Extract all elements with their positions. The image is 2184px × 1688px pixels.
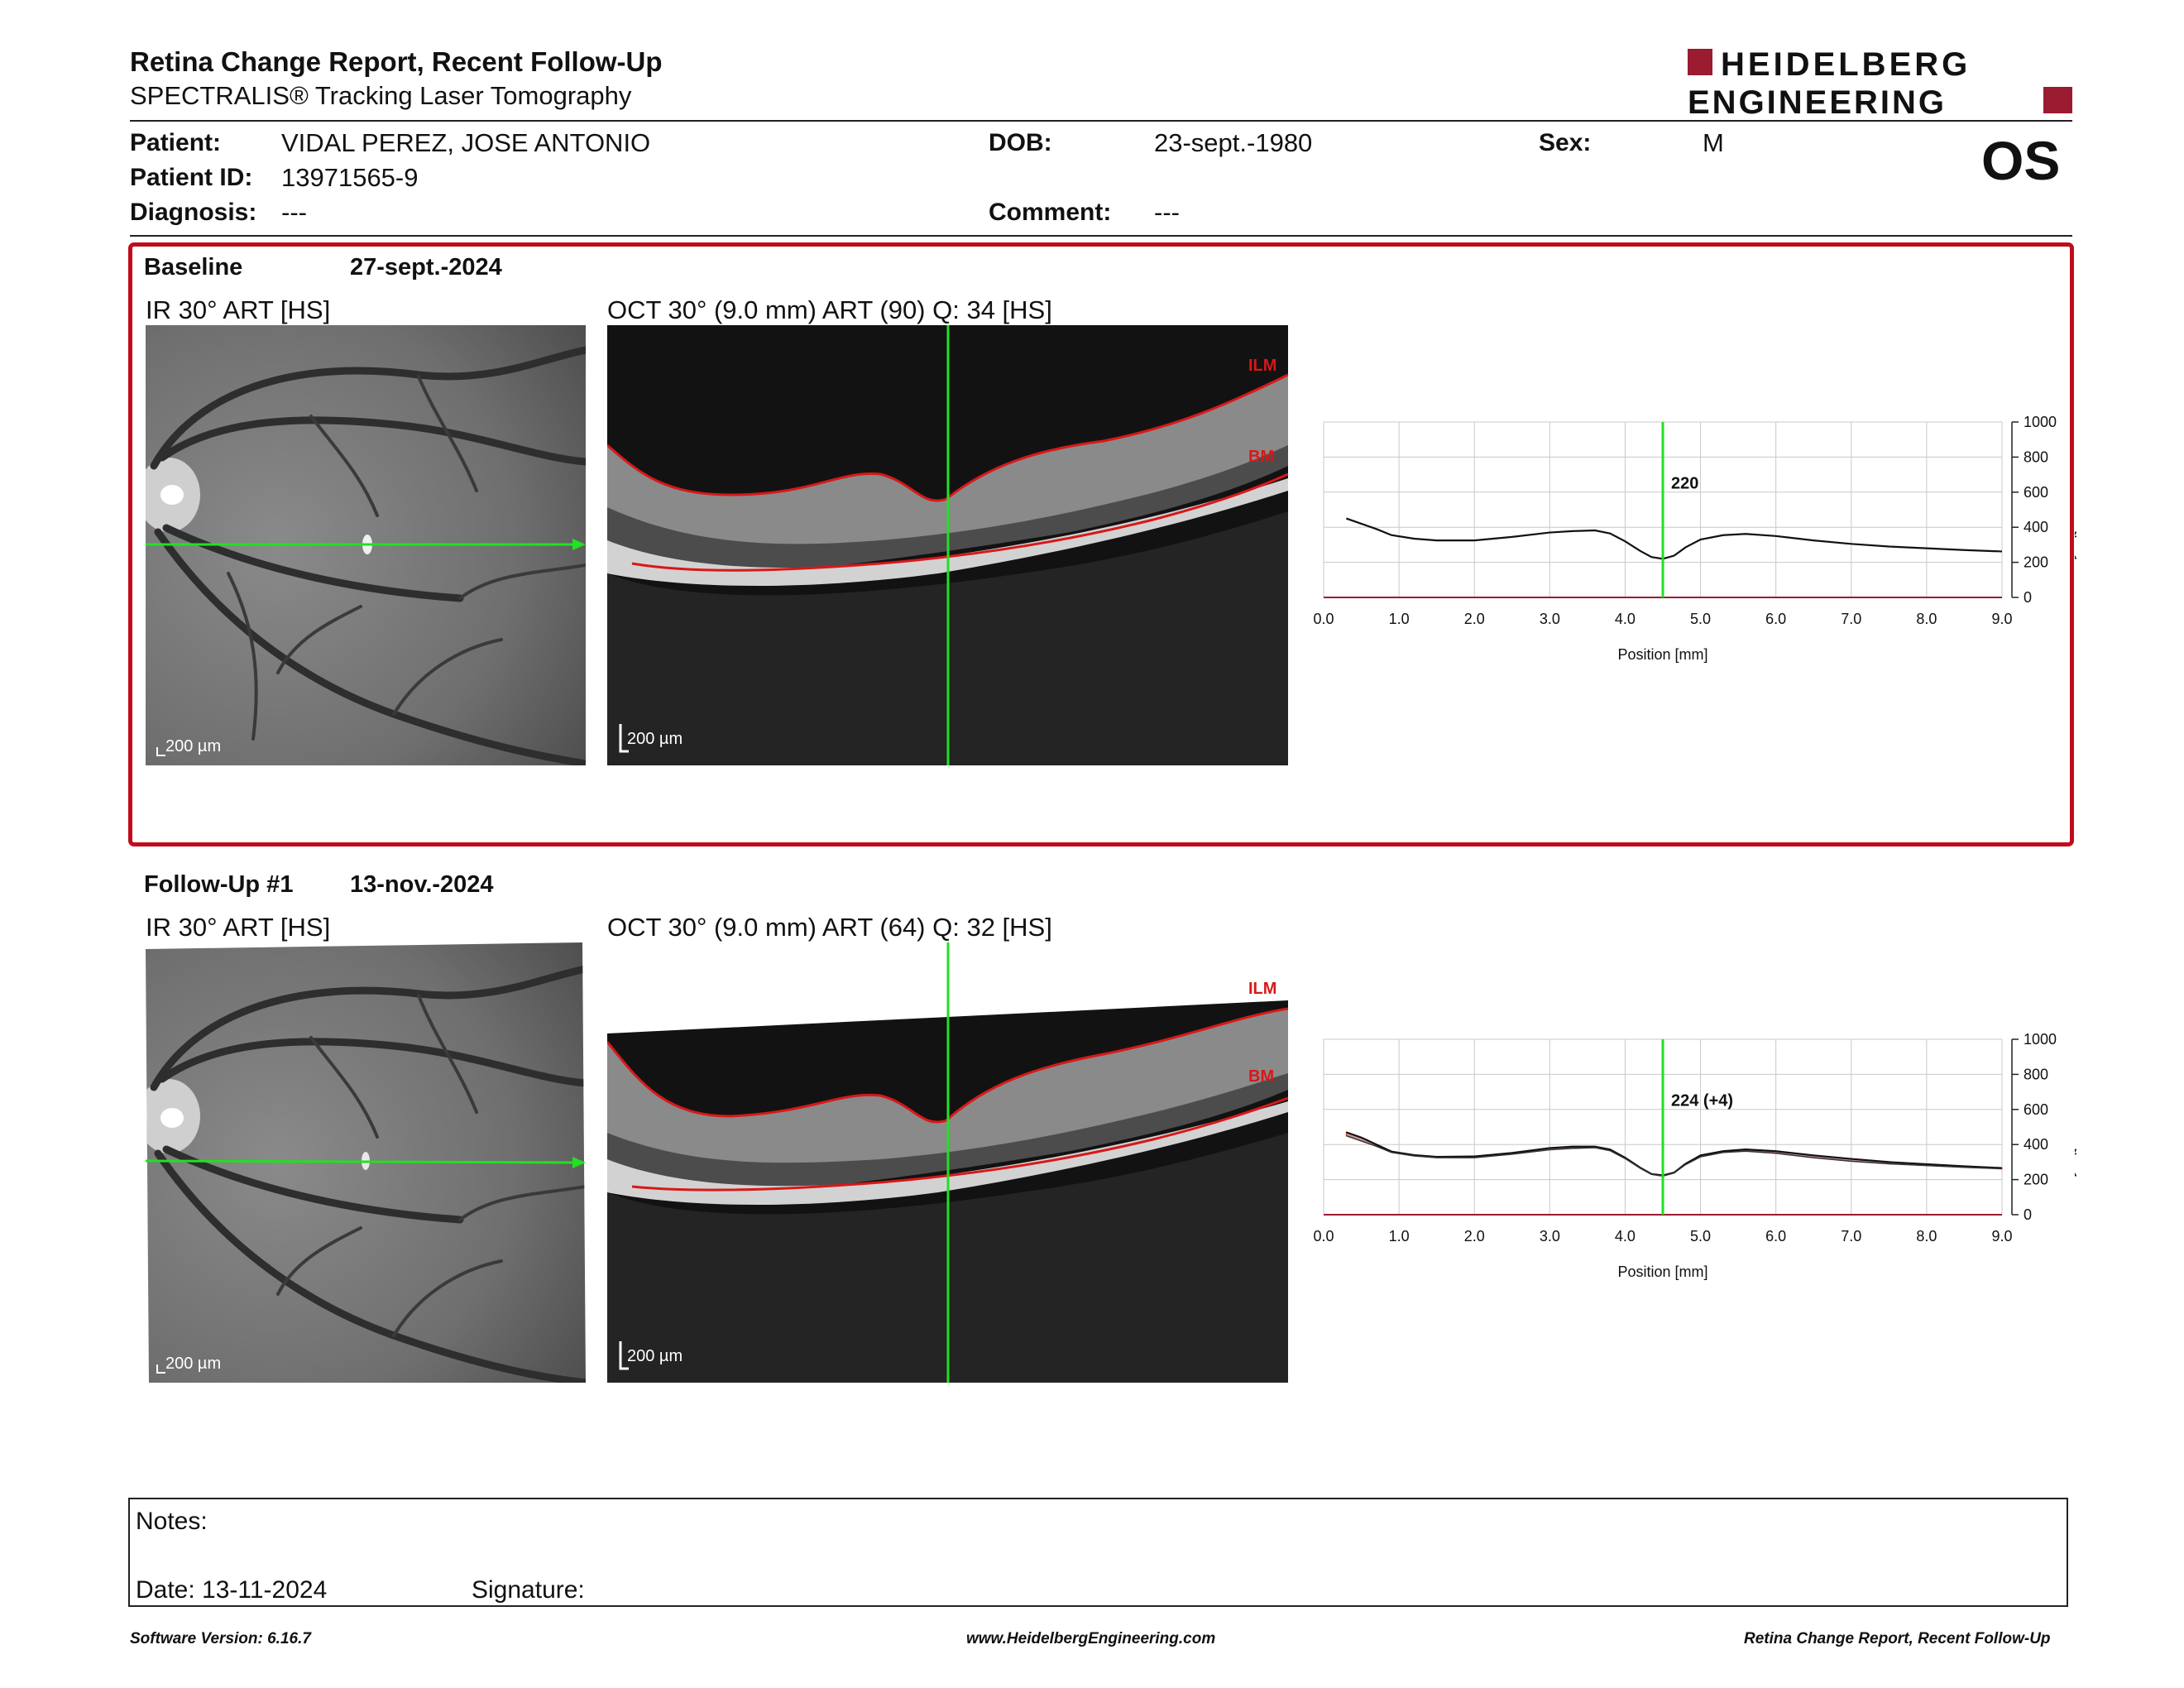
- x-tick-label: 4.0: [1615, 1228, 1636, 1244]
- x-tick-label: 2.0: [1464, 611, 1485, 627]
- svg-text:200 µm: 200 µm: [165, 737, 221, 755]
- report-title: Retina Change Report, Recent Follow-Up: [130, 46, 663, 77]
- svg-text:HEIDELBERG: HEIDELBERG: [1721, 46, 1971, 83]
- followup-label: Follow-Up #1: [144, 871, 294, 898]
- y-tick-label: 200: [2024, 554, 2048, 571]
- diagnosis-label: Diagnosis:: [130, 199, 257, 226]
- x-tick-label: 5.0: [1690, 611, 1711, 627]
- x-axis-label: Position [mm]: [1617, 1264, 1707, 1280]
- y-tick-label: 400: [2024, 1136, 2048, 1153]
- diagnosis-value: ---: [281, 198, 307, 227]
- y-tick-label: 200: [2024, 1172, 2048, 1188]
- x-tick-label: 0.0: [1313, 611, 1334, 627]
- svg-text:ILM: ILM: [1248, 980, 1276, 998]
- y-tick-label: 800: [2024, 1066, 2048, 1082]
- marker-value-label: 220: [1671, 475, 1698, 493]
- thickness-series-line: [1345, 1131, 2003, 1177]
- footer-website[interactable]: www.HeidelbergEngineering.com: [966, 1630, 1216, 1647]
- x-tick-label: 3.0: [1540, 611, 1560, 627]
- notes-box[interactable]: [128, 1498, 2068, 1607]
- baseline-thickness-chart[interactable]: 0.0 1.0 2.0 3.0 4.0 5.0 6.0 7.0 8.0 9.0 0 200 400 600…: [1299, 405, 2076, 679]
- baseline-frame: [128, 242, 2074, 846]
- notes-label: Notes:: [136, 1508, 208, 1535]
- y-tick-label: 600: [2024, 484, 2048, 501]
- dob-label: DOB:: [989, 129, 1052, 156]
- y-axis-label: Thickness [µm]: [2075, 459, 2076, 559]
- x-tick-label: 5.0: [1690, 1228, 1711, 1244]
- x-tick-label: 7.0: [1841, 1228, 1861, 1244]
- baseline-label: Baseline: [144, 254, 243, 281]
- marker-value-label: 224 (+4): [1671, 1092, 1733, 1110]
- sex-label: Sex:: [1539, 129, 1592, 156]
- date-label: Date: 13-11-2024: [136, 1576, 328, 1604]
- thickness-series-line: [1346, 1134, 2003, 1177]
- y-tick-label: 600: [2024, 1101, 2048, 1118]
- comment-label: Comment:: [989, 199, 1112, 226]
- thickness-change-band: [1345, 1131, 2003, 1177]
- y-tick-label: 1000: [2024, 414, 2057, 430]
- x-tick-label: 4.0: [1615, 611, 1636, 627]
- y-axis-label: Thickness [µm]: [2075, 1077, 2076, 1177]
- footer-report-name: Retina Change Report, Recent Follow-Up: [1744, 1630, 2051, 1647]
- x-tick-label: 6.0: [1765, 1228, 1786, 1244]
- signature-label: Signature:: [472, 1576, 585, 1604]
- comment-value: ---: [1154, 198, 1180, 227]
- baseline-date: 27-sept.-2024: [350, 254, 502, 281]
- heidelberg-logo: HEIDELBERG ENGINEERING: [1688, 46, 2072, 118]
- info-rule: [130, 235, 2072, 237]
- svg-text:ILM: ILM: [1248, 357, 1276, 375]
- baseline-oct-title: OCT 30° (9.0 mm) ART (90) Q: 34 [HS]: [607, 295, 1052, 324]
- x-tick-label: 9.0: [1991, 1228, 2012, 1244]
- x-tick-label: 2.0: [1464, 1228, 1485, 1244]
- svg-text:BM: BM: [1248, 448, 1274, 466]
- baseline-oct-bscan-image[interactable]: ILM BM 200 µm: [607, 325, 1288, 765]
- y-tick-label: 0: [2024, 589, 2032, 606]
- y-tick-label: 800: [2024, 448, 2048, 465]
- y-tick-label: 1000: [2024, 1031, 2057, 1048]
- patient-name: VIDAL PEREZ, JOSE ANTONIO: [281, 128, 651, 157]
- header-rule: [130, 120, 2072, 122]
- dob-value: 23-sept.-1980: [1154, 128, 1313, 157]
- x-tick-label: 8.0: [1916, 1228, 1937, 1244]
- x-tick-label: 1.0: [1389, 611, 1410, 627]
- x-tick-label: 0.0: [1313, 1228, 1334, 1244]
- x-tick-label: 8.0: [1916, 611, 1937, 627]
- eye-label: OS: [1981, 130, 2061, 191]
- y-tick-label: 400: [2024, 519, 2048, 535]
- followup-ir-fundus-image[interactable]: 200 µm: [146, 942, 586, 1383]
- followup-date: 13-nov.-2024: [350, 871, 494, 898]
- sex-value: M: [1703, 128, 1724, 157]
- patient-label: Patient:: [130, 129, 222, 156]
- footer-software-version: Software Version: 6.16.7: [130, 1630, 311, 1647]
- x-tick-label: 1.0: [1389, 1228, 1410, 1244]
- y-tick-label: 0: [2024, 1206, 2032, 1223]
- thickness-series-line: [1345, 517, 2003, 560]
- x-tick-label: 6.0: [1765, 611, 1786, 627]
- patient-id-value: 13971565-9: [281, 163, 419, 192]
- report-subtitle: SPECTRALIS® Tracking Laser Tomography: [130, 81, 632, 110]
- baseline-ir-title: IR 30° ART [HS]: [146, 295, 331, 324]
- svg-text:BM: BM: [1248, 1067, 1274, 1086]
- svg-text:ENGINEERING: ENGINEERING: [1688, 84, 1947, 118]
- svg-text:200 µm: 200 µm: [627, 1347, 682, 1365]
- followup-ir-title: IR 30° ART [HS]: [146, 913, 331, 942]
- baseline-ir-fundus-image[interactable]: 200 µm: [146, 325, 586, 765]
- x-axis-label: Position [mm]: [1617, 646, 1707, 663]
- followup-thickness-chart[interactable]: 0.0 1.0 2.0 3.0 4.0 5.0 6.0 7.0 8.0 9.0 0 200 400 600…: [1299, 1023, 2076, 1296]
- x-tick-label: 7.0: [1841, 611, 1861, 627]
- svg-text:200 µm: 200 µm: [165, 1355, 221, 1373]
- followup-oct-title: OCT 30° (9.0 mm) ART (64) Q: 32 [HS]: [607, 913, 1052, 942]
- svg-text:200 µm: 200 µm: [627, 730, 682, 748]
- x-tick-label: 9.0: [1991, 611, 2012, 627]
- followup-oct-bscan-image[interactable]: ILM BM 200 µm: [607, 942, 1288, 1383]
- patient-id-label: Patient ID:: [130, 164, 253, 191]
- x-tick-label: 3.0: [1540, 1228, 1560, 1244]
